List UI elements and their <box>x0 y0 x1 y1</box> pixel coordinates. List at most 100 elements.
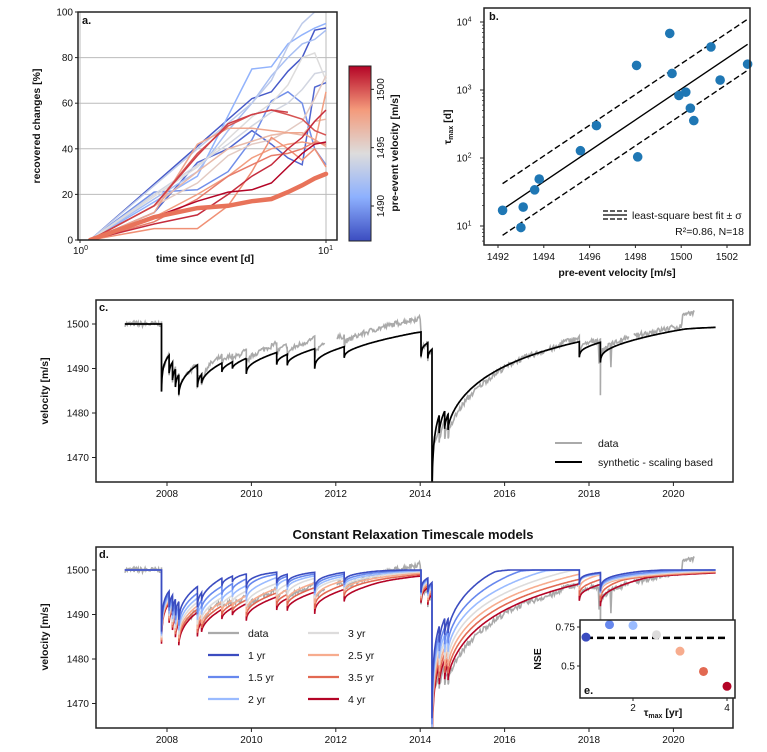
panel-e-points <box>581 620 732 691</box>
y-tick-0.5: 0.5 <box>561 662 575 673</box>
legend-stats: R²=0.86, N=18 <box>675 226 744 238</box>
x-tick-2014: 2014 <box>409 735 432 746</box>
recovery-line-8 <box>89 75 327 240</box>
panel-d-legend: data 1 yr 1.5 yr 2 yr 3 yr 2.5 yr 3.5 yr 4 yr <box>208 628 375 706</box>
legend-label-6: 3.5 yr <box>348 672 375 684</box>
fit-line <box>502 43 749 211</box>
panel-a-grid <box>78 12 337 240</box>
x-tick-1498: 1498 <box>624 252 647 263</box>
panel-e-x-label: τmax [yr] <box>644 707 683 720</box>
x-tick-2012: 2012 <box>325 735 348 746</box>
colorbar-tick-1500: 1500 <box>376 78 387 101</box>
panel-a-frame <box>77 11 338 241</box>
y-tick-0.75: 0.75 <box>556 623 576 634</box>
scatter-point-13 <box>685 103 696 113</box>
scatter-point-9 <box>664 28 675 39</box>
panel-a-lines <box>87 12 329 240</box>
panel-d-x-ticks: 2008 2010 2012 2014 2016 2018 2020 <box>156 728 685 746</box>
y-tick-100: 100 <box>56 8 73 19</box>
panel-e-frame <box>579 619 736 699</box>
legend-data: data <box>598 438 619 450</box>
y-tick-1490: 1490 <box>67 364 90 375</box>
panel-b-y-label: τmax [d] <box>442 109 455 144</box>
panel-a: a. 0 20 40 60 80 100 100 101 time since event… <box>31 8 401 266</box>
x-tick-10^1: 101 <box>318 245 333 257</box>
y-tick-40: 40 <box>62 144 74 155</box>
nse-point-3yr <box>675 646 685 656</box>
panel-b-frame <box>483 7 751 246</box>
model-line-1yr <box>124 569 716 719</box>
colorbar <box>348 65 372 242</box>
scatter-point-8 <box>632 152 643 162</box>
recovery-mean-line <box>87 171 329 240</box>
x-tick-2010: 2010 <box>240 489 263 500</box>
y-tick-1470: 1470 <box>67 699 90 710</box>
x-tick-2012: 2012 <box>325 489 348 500</box>
model-line-3.5yr <box>124 569 716 728</box>
scatter-point-10 <box>667 68 677 79</box>
colorbar-tick-1490: 1490 <box>376 194 387 217</box>
scatter-point-1 <box>516 222 526 233</box>
x-tick-1494: 1494 <box>533 252 556 263</box>
x-tick-1492: 1492 <box>487 252 510 263</box>
panel-c-synthetic-line <box>124 323 716 482</box>
y-tick-10^4: 104 <box>456 17 471 29</box>
panel-d-label: d. <box>99 549 109 561</box>
recovery-line-17 <box>89 141 327 240</box>
x-tick-1502: 1502 <box>716 252 739 263</box>
x-tick-2020: 2020 <box>662 735 685 746</box>
nse-point-3.5yr <box>699 666 708 676</box>
panel-b-x-label: pre-event velocity [m/s] <box>558 267 675 279</box>
synthetic-line <box>124 323 716 482</box>
panel-d-y-label: velocity [m/s] <box>39 603 51 670</box>
panel-a-label: a. <box>82 15 91 27</box>
scatter-point-0 <box>497 205 508 216</box>
y-tick-80: 80 <box>62 53 74 64</box>
panel-d-model-lines <box>124 569 716 728</box>
y-tick-20: 20 <box>62 190 74 201</box>
nse-point-2.5yr <box>652 630 661 640</box>
data-line-segment-2 <box>633 310 695 341</box>
scatter-point-14 <box>688 115 699 126</box>
recovery-line-2 <box>89 90 327 240</box>
legend-label-1: 1 yr <box>248 650 266 662</box>
scatter-point-4 <box>534 174 545 184</box>
y-tick-0: 0 <box>67 236 73 247</box>
recovery-line-12 <box>90 136 327 240</box>
y-tick-10^2: 102 <box>456 153 471 165</box>
scatter-point-7 <box>631 60 642 71</box>
panel-b-points <box>497 28 753 233</box>
y-tick-60: 60 <box>62 99 74 110</box>
recovery-line-15 <box>89 109 289 240</box>
x-tick-2018: 2018 <box>578 489 601 500</box>
colorbar-ticks: 1490 1495 1500 <box>371 78 387 217</box>
panel-e-y-label: NSE <box>532 648 544 670</box>
x-tick-2008: 2008 <box>156 735 179 746</box>
legend-synthetic: synthetic - scaling based <box>598 457 713 469</box>
nse-point-2yr <box>628 620 638 630</box>
x-tick-2008: 2008 <box>156 489 179 500</box>
panel-b-legend: least-square best fit ± σ R²=0.86, N=18 <box>603 210 744 238</box>
panel-d-title: Constant Relaxation Timescale models <box>292 527 533 542</box>
panel-c: c. 2008 2010 2012 2014 2016 2018 2020 1470 1480… <box>39 299 734 500</box>
scatter-point-2 <box>518 202 528 212</box>
x-tick-2010: 2010 <box>240 735 263 746</box>
y-tick-1500: 1500 <box>67 566 90 577</box>
panel-c-y-ticks: 1470 1480 1490 1500 <box>67 320 96 464</box>
y-tick-1490: 1490 <box>67 610 90 621</box>
nse-point-4yr <box>722 681 732 691</box>
x-tick-2016: 2016 <box>493 489 516 500</box>
panel-c-data-line <box>124 310 695 482</box>
recovery-line-7 <box>89 52 327 240</box>
panel-e-y-ticks: 0.5 0.75 <box>556 623 580 673</box>
data-line-segment-0 <box>124 319 326 397</box>
scatter-point-16 <box>715 75 725 85</box>
x-tick-2: 2 <box>630 703 636 714</box>
recovery-line-16 <box>90 109 327 240</box>
scatter-point-12 <box>680 87 691 97</box>
x-tick-1496: 1496 <box>578 252 601 263</box>
scatter-point-5 <box>575 145 586 156</box>
scatter-point-15 <box>706 42 716 52</box>
